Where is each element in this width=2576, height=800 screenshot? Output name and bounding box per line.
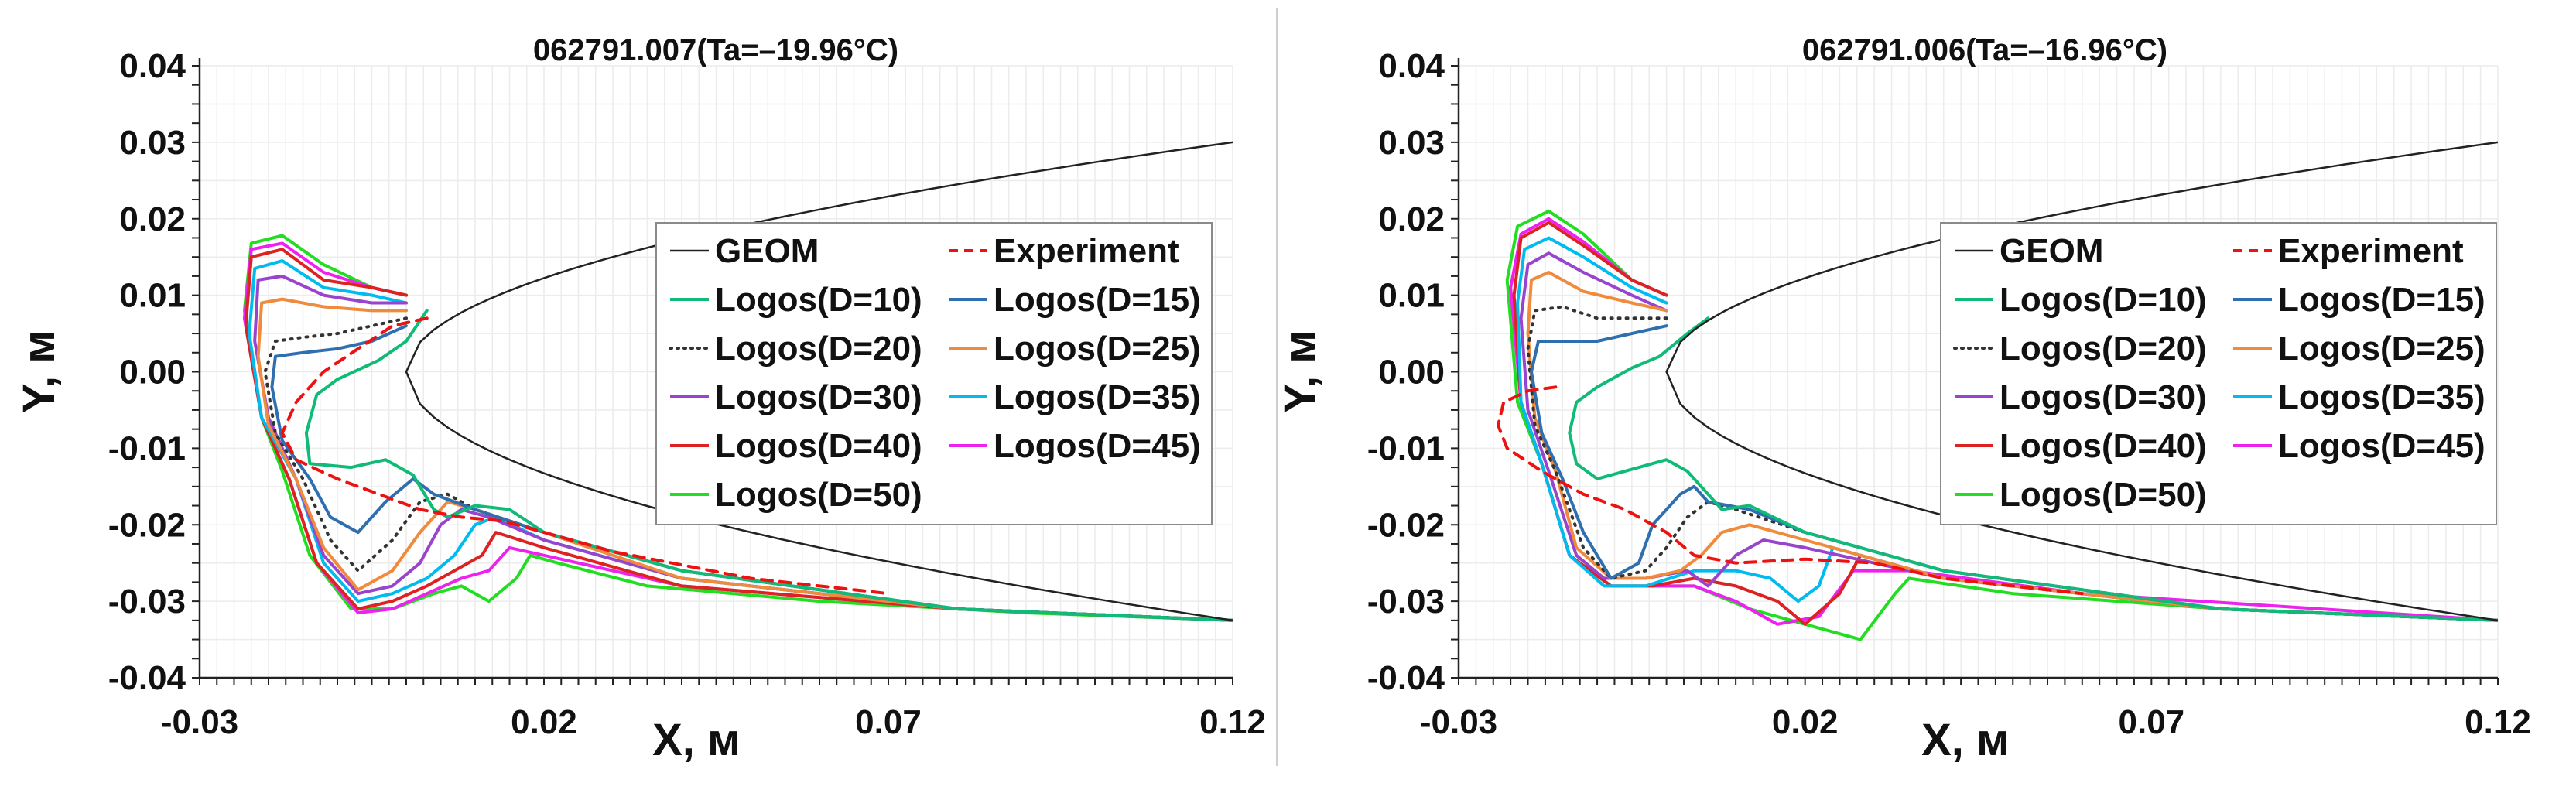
series-line-logos-d-20 — [263, 316, 1233, 622]
y-tick-label: 0.02 — [119, 200, 186, 238]
legend-label: Logos(D=25) — [2278, 330, 2485, 368]
y-tick-label: 0.01 — [1378, 277, 1445, 315]
chart-title: 062791.007(Ta=–19.96°C) — [533, 33, 898, 67]
legend-label: Logos(D=20) — [2000, 330, 2207, 368]
legend-label: Logos(D=10) — [715, 281, 922, 319]
plot-area — [242, 141, 1233, 622]
y-tick-label: 0.02 — [1378, 200, 1445, 238]
x-tick-label: 0.12 — [2465, 703, 2531, 741]
legend-label: Logos(D=35) — [994, 378, 1201, 416]
y-tick-label: 0.04 — [119, 47, 186, 85]
y-tick-label: -0.01 — [1367, 429, 1445, 467]
chart-title: 062791.006(Ta=–16.96°C) — [1802, 33, 2167, 67]
chart-panel-right: 0.04 0.03 0.02 0.01 0.00 -0.01 -0.02 -0.03 -0.04… — [1275, 33, 2531, 765]
legend-label: Logos(D=30) — [2000, 378, 2207, 416]
series-line-logos-d-40 — [244, 248, 1233, 622]
y-tick-label: 0.03 — [1378, 124, 1445, 162]
x-tick-label: 0.12 — [1199, 703, 1266, 741]
y-axis-label: Y, м — [14, 330, 64, 413]
legend-label: Experiment — [2278, 232, 2464, 270]
legend-label: Logos(D=35) — [2278, 378, 2485, 416]
y-tick-label: 0.03 — [119, 124, 186, 162]
y-tick-label: -0.04 — [108, 659, 186, 697]
legend-label: Logos(D=40) — [715, 427, 922, 465]
legend-box — [1940, 222, 2497, 525]
series-line-logos-d-30 — [253, 274, 1233, 622]
series-line-logos-d-10 — [1568, 316, 2498, 622]
x-axis-label: X, м — [1921, 715, 2010, 765]
y-tick-label: 0.04 — [1378, 47, 1445, 85]
legend-label: Experiment — [994, 232, 1179, 270]
legend-label: GEOM — [2000, 232, 2103, 270]
legend-label: GEOM — [715, 232, 819, 270]
legend-label: Logos(D=50) — [715, 476, 922, 514]
series-line-experiment — [280, 316, 890, 596]
legend-label: Logos(D=25) — [994, 330, 1201, 368]
series-line-logos-d-30 — [1519, 251, 2498, 622]
x-tick-label: -0.03 — [161, 703, 238, 741]
legend-label: Logos(D=15) — [2278, 281, 2485, 319]
legend-label: Logos(D=20) — [715, 330, 922, 368]
y-tick-label: -0.01 — [108, 429, 186, 467]
legend-label: Logos(D=45) — [2278, 427, 2485, 465]
legend-label: Logos(D=15) — [994, 281, 1201, 319]
legend-label: Logos(D=10) — [2000, 281, 2207, 319]
y-axis-label: Y, м — [1275, 330, 1326, 413]
legend-label: Logos(D=30) — [715, 378, 922, 416]
legend-label: Logos(D=45) — [994, 427, 1201, 465]
legend-label: Logos(D=40) — [2000, 427, 2207, 465]
plot-area — [1497, 141, 2498, 641]
y-tick-label: -0.02 — [108, 506, 186, 544]
series-line-logos-d-45 — [242, 241, 1233, 622]
y-tick-label: 0.01 — [119, 277, 186, 315]
x-tick-label: 0.07 — [2119, 703, 2185, 741]
series-line-experiment — [1497, 385, 2084, 596]
series-line-geom — [405, 141, 1233, 622]
y-tick-label: -0.04 — [1367, 659, 1445, 697]
y-tick-label: -0.02 — [1367, 506, 1445, 544]
x-tick-label: -0.03 — [1420, 703, 1497, 741]
x-tick-label: 0.02 — [1772, 703, 1839, 741]
y-tick-label: 0.00 — [119, 354, 186, 391]
y-tick-label: 0.00 — [1378, 354, 1445, 391]
x-tick-label: 0.02 — [511, 703, 577, 741]
series-line-geom — [1665, 141, 2498, 622]
y-tick-label: -0.03 — [1367, 583, 1445, 621]
x-tick-label: 0.07 — [855, 703, 922, 741]
legend-box — [655, 222, 1213, 525]
chart-panel-left: 0.04 0.03 0.02 0.01 0.00 -0.01 -0.02 -0.03 -0.04… — [14, 33, 1266, 765]
legend-label: Logos(D=50) — [2000, 476, 2207, 514]
y-tick-label: -0.03 — [108, 583, 186, 621]
x-axis-label: X, м — [652, 715, 741, 765]
